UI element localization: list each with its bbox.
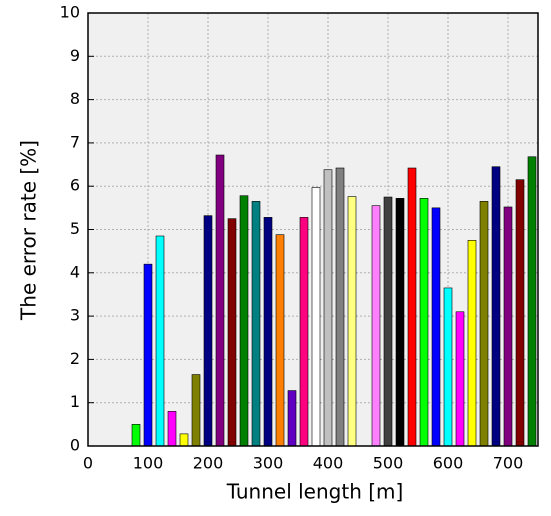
x-tick-label: 600 bbox=[433, 454, 464, 473]
bar bbox=[251, 201, 261, 447]
bar bbox=[263, 217, 273, 447]
y-axis-title: The error rate [%] bbox=[17, 140, 41, 321]
bar bbox=[455, 311, 465, 447]
bar bbox=[515, 179, 525, 447]
bar bbox=[383, 196, 393, 447]
bar bbox=[407, 167, 417, 447]
bar bbox=[203, 215, 213, 447]
bar bbox=[227, 218, 237, 447]
bar bbox=[347, 196, 357, 447]
bar bbox=[323, 169, 333, 447]
x-tick-label: 300 bbox=[253, 454, 284, 473]
bar bbox=[275, 234, 285, 447]
bar bbox=[239, 195, 249, 447]
x-tick-label: 200 bbox=[193, 454, 224, 473]
bar bbox=[155, 235, 165, 447]
bar bbox=[527, 156, 537, 447]
y-tick-label: 10 bbox=[60, 3, 80, 22]
y-tick-label: 8 bbox=[70, 89, 80, 108]
bar bbox=[191, 374, 201, 447]
bar bbox=[371, 205, 381, 447]
y-tick-label: 5 bbox=[70, 219, 80, 238]
y-tick-label: 6 bbox=[70, 176, 80, 195]
bar bbox=[479, 201, 489, 447]
y-tick-label: 9 bbox=[70, 46, 80, 65]
bar bbox=[491, 166, 501, 447]
bar bbox=[395, 198, 405, 447]
plot-frame bbox=[87, 12, 539, 447]
bar bbox=[431, 207, 441, 447]
x-tick-label: 100 bbox=[133, 454, 164, 473]
x-axis-title: Tunnel length [m] bbox=[226, 480, 404, 504]
y-tick-label: 2 bbox=[70, 349, 80, 368]
y-tick-label: 0 bbox=[70, 436, 80, 455]
x-tick-label: 700 bbox=[493, 454, 524, 473]
bar bbox=[143, 263, 153, 447]
bar bbox=[443, 287, 453, 447]
bar bbox=[467, 240, 477, 447]
y-tick-label: 1 bbox=[70, 392, 80, 411]
bar bbox=[179, 433, 189, 447]
bar bbox=[335, 167, 345, 447]
bar bbox=[311, 187, 321, 447]
x-tick-label: 0 bbox=[83, 454, 93, 473]
bar bbox=[131, 424, 141, 447]
y-tick-label: 3 bbox=[70, 306, 80, 325]
bar bbox=[503, 206, 513, 447]
x-tick-label: 500 bbox=[373, 454, 404, 473]
y-tick-label: 7 bbox=[70, 132, 80, 151]
bar bbox=[167, 411, 177, 447]
bar bbox=[215, 154, 225, 447]
y-tick-label: 4 bbox=[70, 262, 80, 281]
bar bbox=[287, 390, 297, 447]
x-tick-label: 400 bbox=[313, 454, 344, 473]
bar bbox=[299, 217, 309, 447]
bar bbox=[419, 198, 429, 447]
